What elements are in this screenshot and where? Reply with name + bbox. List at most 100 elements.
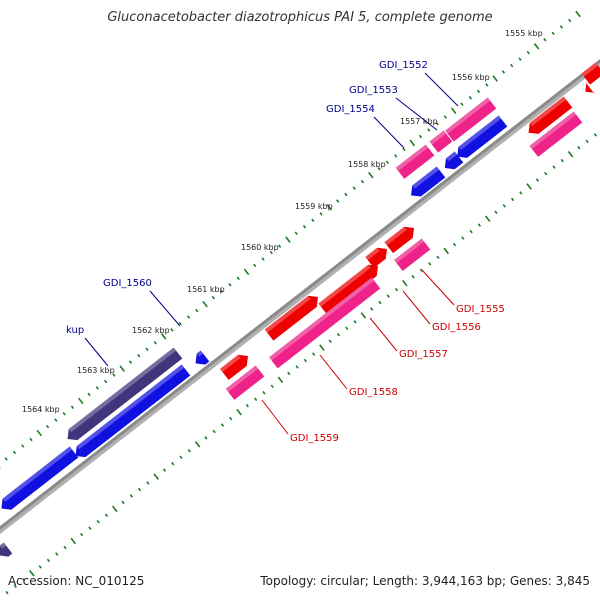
- tick-mark: [510, 197, 515, 202]
- tick-mark: [302, 224, 307, 229]
- feature-blue-1553[interactable]: [444, 151, 464, 170]
- feature-blue-1554-body: [411, 166, 446, 197]
- gene-label-gdi-1555[interactable]: GDI_1555: [456, 304, 505, 315]
- feature-gdi-1560[interactable]: [195, 350, 210, 365]
- feature-gdi-1555[interactable]: [384, 226, 414, 254]
- map-title: Gluconacetobacter diazotrophicus PAI 5, …: [107, 10, 493, 25]
- feature-gdi-1556-pink[interactable]: [394, 238, 431, 272]
- feature-pink-top-1-highlight: [529, 111, 577, 150]
- feature-gdi-1552[interactable]: [445, 97, 497, 142]
- tick-mark: [385, 160, 389, 165]
- tick-mark: [38, 565, 42, 569]
- tick-mark: [452, 242, 457, 247]
- tick-label-1557: 1557 kbp: [400, 117, 438, 126]
- tick-mark: [477, 223, 482, 227]
- feature-blue-1553-body: [444, 151, 464, 170]
- tick-label-1564: 1564 kbp: [22, 405, 60, 414]
- feature-gdi-1556[interactable]: [318, 264, 378, 315]
- tick-mark: [195, 308, 199, 313]
- feature-gdi-1560-body: [195, 350, 210, 365]
- gene-label-gdi-1556[interactable]: GDI_1556: [432, 322, 481, 333]
- feature-blue-1552[interactable]: [457, 115, 508, 158]
- tick-mark: [360, 179, 365, 184]
- feature-gdi-1553[interactable]: [429, 130, 453, 153]
- genome-backbone: [0, 59, 600, 535]
- tick-mark: [295, 365, 299, 369]
- tick-mark: [518, 57, 522, 61]
- tick-mark: [145, 347, 149, 351]
- tick-mark: [160, 333, 167, 340]
- feature-gdi-1557[interactable]: [264, 295, 318, 341]
- feature-gdi-1554-highlight: [395, 144, 429, 171]
- feature-gdi-1556-pink-highlight: [394, 238, 425, 264]
- leader-gdi-1558: [319, 354, 348, 390]
- tick-mark: [153, 341, 157, 345]
- tick-mark: [312, 352, 316, 356]
- feature-gdi-1555-body: [384, 226, 414, 254]
- tick-mark: [575, 10, 581, 18]
- tick-mark: [476, 89, 481, 94]
- feature-gdi-1555-b[interactable]: [365, 247, 387, 269]
- feature-gdi-1557-pink-body: [269, 277, 381, 369]
- tick-mark: [55, 552, 59, 556]
- feature-blue-left-highlight: [2, 446, 73, 502]
- tick-mark: [162, 468, 167, 472]
- tick-mark: [370, 307, 374, 311]
- feature-gdi-1557-pink[interactable]: [269, 277, 381, 369]
- feature-kup[interactable]: [67, 347, 183, 441]
- feature-gdi-1554[interactable]: [395, 144, 435, 179]
- leader-gdi-1555: [421, 269, 455, 306]
- tick-mark: [543, 38, 547, 42]
- tick-mark: [336, 199, 340, 203]
- feature-gdi-1558[interactable]: [220, 354, 248, 380]
- tick-mark: [79, 532, 84, 537]
- tick-mark: [287, 371, 291, 376]
- feature-blue-long[interactable]: [75, 364, 191, 458]
- gene-label-gdi-1552[interactable]: GDI_1552: [379, 60, 428, 71]
- tick-mark: [63, 545, 67, 550]
- tick-label-1556: 1556 kbp: [452, 73, 490, 82]
- feature-blue-long-body: [75, 364, 191, 458]
- gene-label-kup[interactable]: kup: [66, 325, 84, 336]
- tick-mark: [526, 183, 532, 190]
- feature-blue-1554[interactable]: [411, 166, 446, 197]
- feature-blue-1554-highlight: [412, 166, 440, 189]
- tick-mark: [428, 262, 432, 266]
- feature-blue-left[interactable]: [1, 446, 79, 510]
- tick-mark: [450, 107, 457, 114]
- tick-label-1560: 1560 kbp: [241, 243, 279, 252]
- tick-mark: [502, 204, 506, 208]
- tick-mark: [560, 158, 564, 163]
- tick-mark: [204, 436, 208, 440]
- tick-mark: [435, 121, 439, 126]
- feature-gdi-1559[interactable]: [225, 365, 265, 400]
- feature-red-top-3-body: [585, 81, 596, 94]
- gene-label-gdi-1553[interactable]: GDI_1553: [349, 85, 398, 96]
- feature-pink-top-1[interactable]: [529, 111, 583, 157]
- feature-blue-left-body: [1, 446, 79, 510]
- feature-kup-body: [67, 347, 183, 441]
- gene-features: [0, 62, 600, 557]
- tick-mark: [228, 283, 232, 287]
- feature-red-top-3[interactable]: [585, 81, 596, 94]
- tick-mark: [87, 392, 91, 397]
- gene-label-gdi-1560[interactable]: GDI_1560: [103, 278, 152, 289]
- gene-label-gdi-1558[interactable]: GDI_1558: [349, 387, 398, 398]
- backbone-line: [0, 59, 600, 530]
- tick-mark: [236, 408, 242, 416]
- feature-gdi-1558-body: [220, 354, 248, 380]
- tick-mark: [443, 115, 448, 119]
- feature-left-edge-highlight: [0, 542, 7, 549]
- gene-label-gdi-1559[interactable]: GDI_1559: [290, 433, 339, 444]
- feature-red-top-2[interactable]: [581, 62, 600, 85]
- feature-left-edge[interactable]: [0, 542, 13, 557]
- feature-gdi-1557-pink-highlight: [269, 277, 375, 361]
- feature-red-top-1[interactable]: [528, 96, 573, 134]
- tick-mark: [229, 416, 233, 421]
- tick-mark: [377, 166, 381, 171]
- feature-gdi-1552-body: [445, 97, 497, 142]
- gene-label-gdi-1557[interactable]: GDI_1557: [399, 349, 448, 360]
- tick-mark: [202, 300, 208, 308]
- gene-label-gdi-1554[interactable]: GDI_1554: [326, 104, 375, 115]
- tick-mark: [353, 320, 357, 324]
